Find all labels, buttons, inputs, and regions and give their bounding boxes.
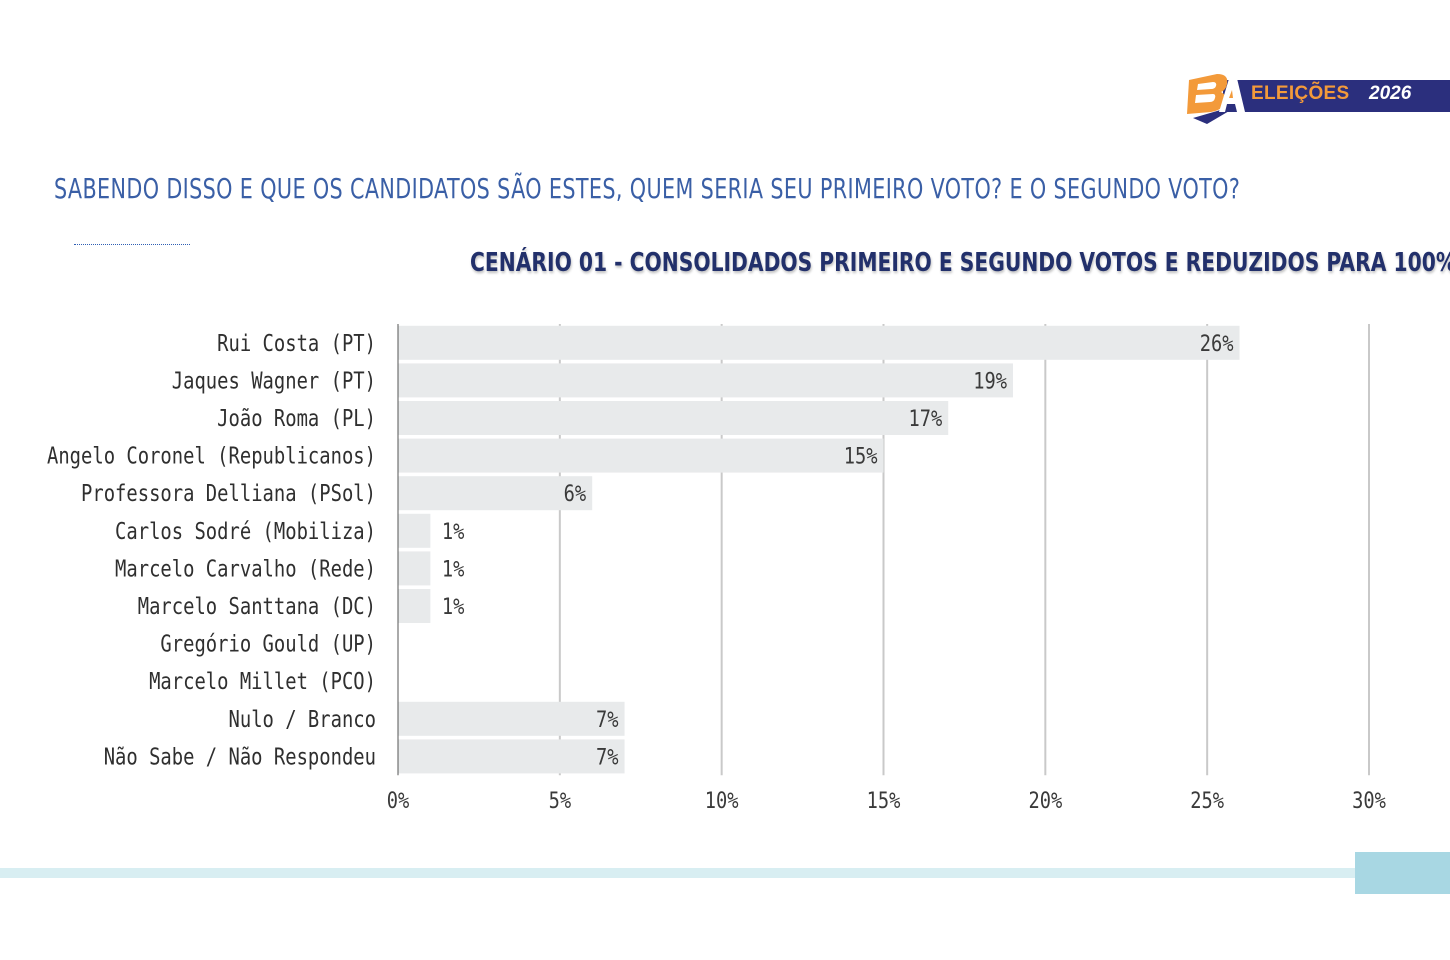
bar [398,701,625,736]
bar [398,589,431,623]
bar [398,551,431,586]
value-label: 19% [973,368,1007,394]
x-tick-label: 20% [1028,788,1062,814]
bar [398,401,949,435]
dotted-divider [74,244,190,245]
category-label: Marcelo Millet (PCO) [149,667,376,694]
x-tick-label: 5% [549,788,572,814]
logo-band [1223,80,1450,112]
category-label: Gregório Gould (UP) [160,630,376,657]
x-tick-label: 15% [867,788,901,814]
category-label: João Roma (PL) [217,404,376,431]
bar [398,438,884,473]
logo-year: 2026 [1369,83,1412,104]
ba-logo-mark-icon [1187,70,1245,124]
category-label: Não Sabe / Não Respondeu [104,743,376,770]
x-tick-label: 0% [387,788,410,814]
bar [398,739,625,774]
category-label: Carlos Sodré (Mobiliza) [115,517,376,544]
chart-title: CENÁRIO 01 - CONSOLIDADOS PRIMEIRO E SEG… [470,248,1450,278]
question-text: SABENDO DISSO E QUE OS CANDIDATOS SÃO ES… [54,172,1241,205]
bar [398,476,593,511]
value-label: 17% [908,406,942,432]
value-label: 1% [442,556,465,582]
value-label: 15% [844,443,878,469]
bar [398,363,1013,398]
value-label: 6% [564,481,587,507]
category-label: Jaques Wagner (PT) [172,367,376,394]
category-label: Marcelo Carvalho (Rede) [115,555,376,582]
footer-line [0,868,1360,878]
value-label: 1% [442,518,465,544]
category-label: Nulo / Branco [229,705,376,732]
x-tick-label: 30% [1352,788,1386,814]
category-label: Professora Delliana (PSol) [81,479,376,506]
value-label: 1% [442,594,465,620]
category-label: Rui Costa (PT) [217,329,376,356]
category-label: Angelo Coronel (Republicanos) [47,442,376,469]
value-label: 7% [596,744,619,770]
bar [398,513,431,548]
x-tick-label: 10% [705,788,739,814]
footer-block [1355,852,1450,894]
bar-chart: Rui Costa (PT) 26% Jaques Wagner (PT) 19% Jo… [47,324,1386,814]
logo-text: ELEIÇÕES [1251,83,1350,104]
value-label: 26% [1200,330,1234,356]
eleicoes-2026-logo: ELEIÇÕES 2026 [1183,68,1450,124]
value-label: 7% [596,706,619,732]
bar [398,325,1240,360]
x-tick-label: 25% [1190,788,1224,814]
category-label: Marcelo Santtana (DC) [138,592,376,619]
